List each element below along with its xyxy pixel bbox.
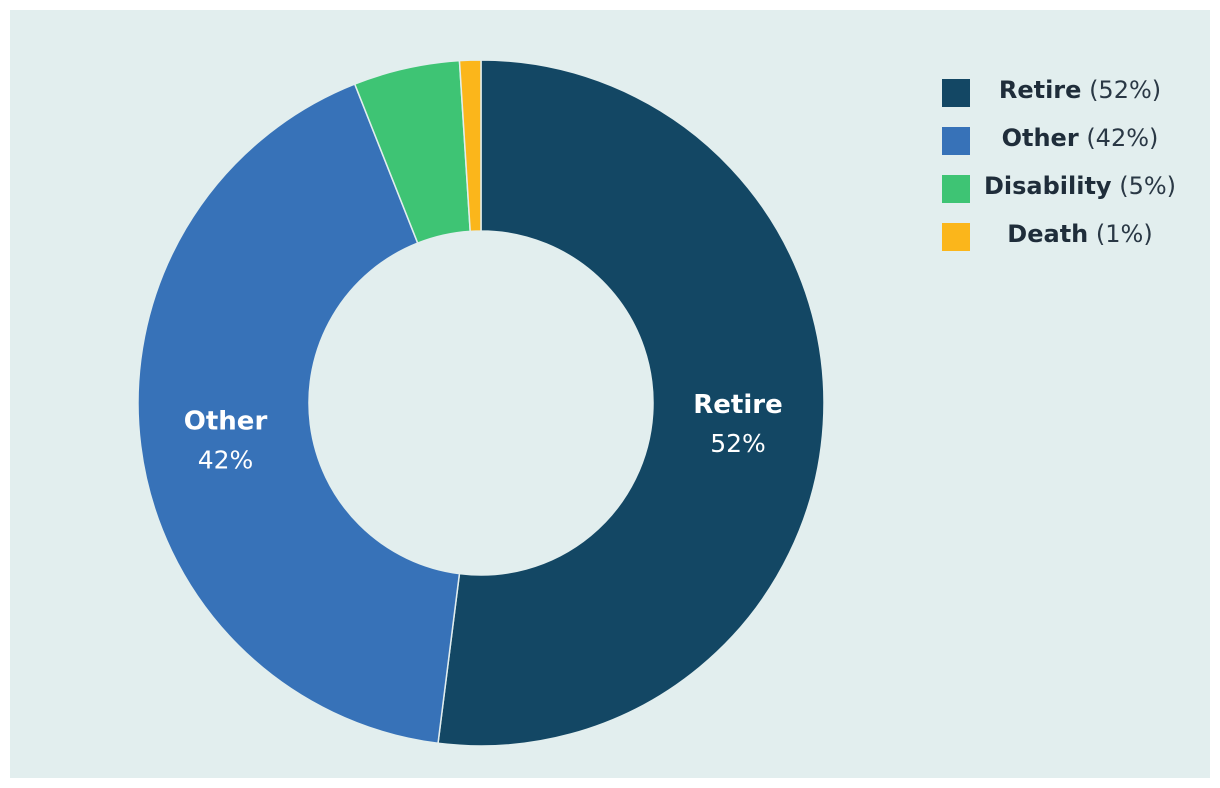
- legend-item-other: Other (42%): [942, 120, 1192, 168]
- slice-retire: [437, 59, 825, 747]
- legend-label-other: Other: [1001, 124, 1079, 152]
- legend-pct-other: (42%): [1086, 124, 1159, 152]
- slice-pct-retire: 52%: [710, 429, 766, 458]
- legend: Retire (52%) Other (42%) Disability (5%)…: [942, 72, 1192, 264]
- legend-pct-retire: (52%): [1089, 76, 1162, 104]
- chart-panel: Retire 52% Other 42% Retire (52%) Other (42…: [10, 10, 1210, 778]
- legend-pct-disability: (5%): [1119, 172, 1177, 200]
- legend-item-disability: Disability (5%): [942, 168, 1192, 216]
- slices-group: [137, 59, 825, 747]
- slice-label-retire: Retire: [693, 390, 782, 420]
- legend-label-retire: Retire: [998, 76, 1082, 104]
- legend-label-death: Death: [1007, 220, 1089, 248]
- slice-other: [137, 83, 461, 745]
- legend-swatch-other: [942, 127, 970, 155]
- legend-swatch-disability: [942, 175, 970, 203]
- slice-label-other: Other: [184, 406, 268, 436]
- legend-swatch-retire: [942, 79, 970, 107]
- legend-pct-death: (1%): [1095, 220, 1153, 248]
- legend-swatch-death: [942, 223, 970, 251]
- slice-labels-group: Retire 52% Other 42%: [184, 390, 783, 474]
- slice-death: [458, 59, 482, 233]
- donut-chart: Retire 52% Other 42%: [137, 59, 825, 747]
- legend-item-retire: Retire (52%): [942, 72, 1192, 120]
- slice-pct-other: 42%: [198, 445, 254, 474]
- legend-item-death: Death (1%): [942, 216, 1192, 264]
- legend-label-disability: Disability: [983, 172, 1112, 200]
